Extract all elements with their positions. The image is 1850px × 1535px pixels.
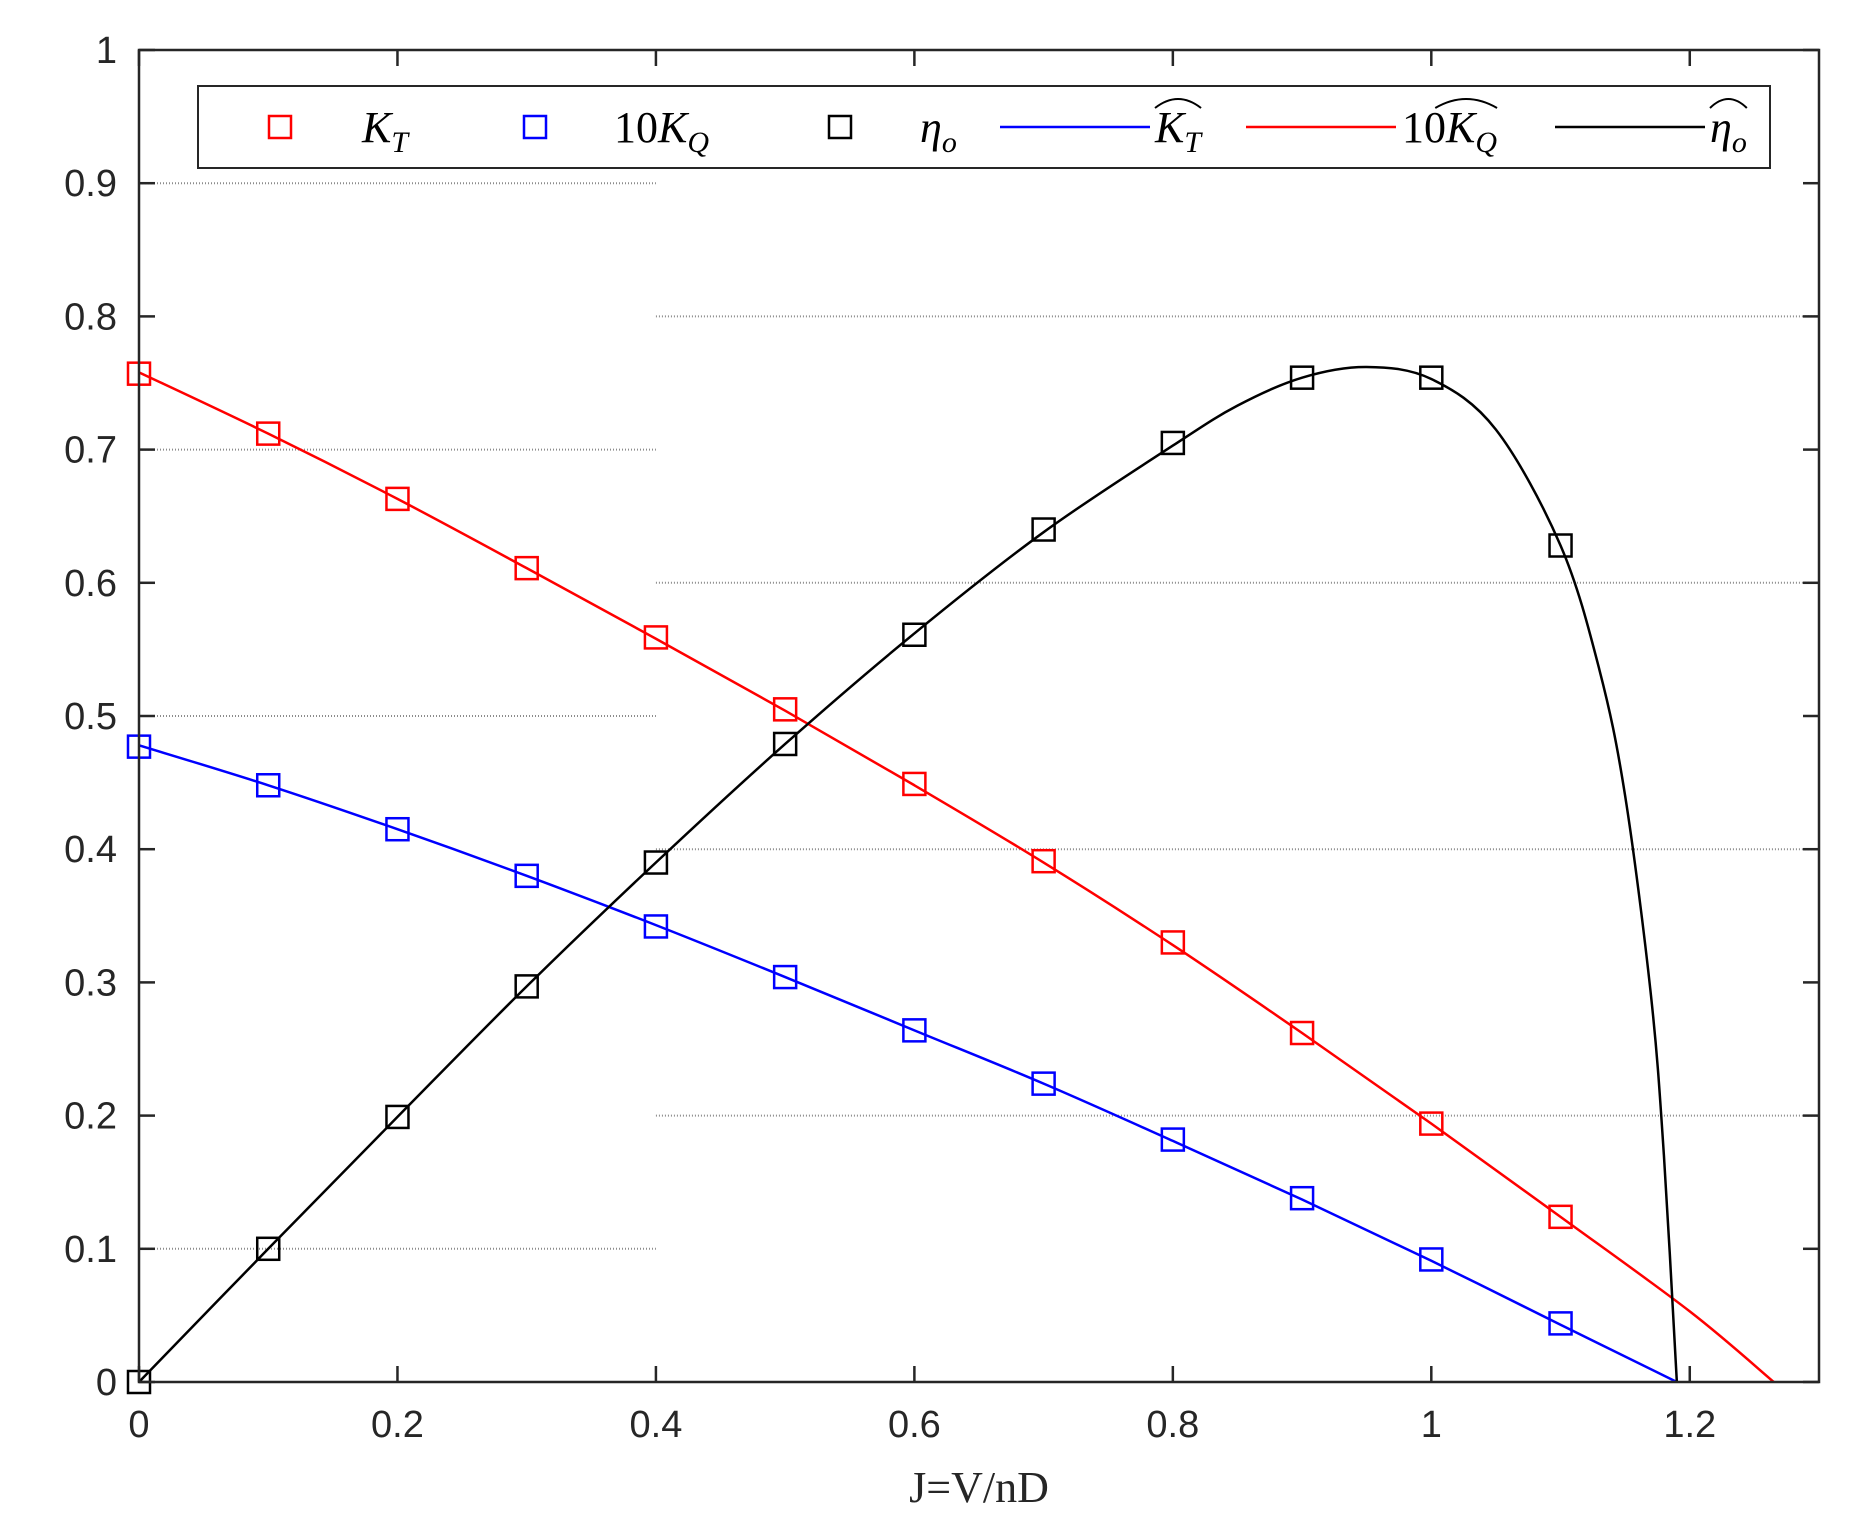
x-tick-label: 0.2: [371, 1404, 424, 1446]
data-point: [385, 486, 410, 512]
legend-swatch-marker: [827, 114, 853, 140]
legend-label: 10KQ: [1402, 103, 1497, 159]
data-point: [1419, 365, 1444, 390]
legend-entry-10k-q: 10KQ: [522, 103, 709, 159]
x-tick-label: 0.6: [888, 1404, 941, 1446]
data-point: [1031, 1071, 1056, 1096]
legend-label: ηo: [1710, 103, 1747, 159]
data-point: [1289, 1020, 1315, 1046]
data-point: [514, 555, 539, 581]
series-k-t: [126, 361, 1573, 1230]
series-10k-q-hat: [138, 371, 1775, 1383]
data-point: [1548, 1311, 1573, 1336]
legend-swatch-marker: [522, 114, 548, 140]
data-point: [772, 964, 798, 990]
legend-hat-accent: [1434, 98, 1498, 109]
y-tick-label: 0.3: [64, 962, 117, 1004]
data-point: [385, 816, 410, 842]
y-tick-label: 0.2: [64, 1096, 117, 1138]
legend-label: KT: [361, 103, 410, 159]
data-point: [1419, 1247, 1444, 1272]
x-axis-title: J=V/nD: [909, 1463, 1049, 1512]
data-point: [1031, 517, 1056, 542]
data-point: [255, 421, 281, 446]
series-k-t-hat: [138, 744, 1678, 1384]
y-tick-label: 0: [96, 1362, 117, 1404]
data-point: [1548, 533, 1573, 558]
data-point: [514, 974, 539, 999]
grid-lines: [139, 182, 1819, 1250]
data-point: [1160, 430, 1186, 456]
legend-entry--o: ηo: [827, 103, 957, 159]
data-point: [385, 1104, 410, 1130]
x-tick-label: 0.4: [630, 1404, 683, 1446]
data-point: [643, 625, 669, 650]
x-tick-label: 1: [1421, 1404, 1442, 1446]
data-point: [1548, 1204, 1573, 1230]
y-tick-label: 0.7: [64, 430, 117, 472]
legend-entry-k-t: KT: [267, 103, 410, 159]
legend-label: KT: [1154, 103, 1203, 159]
x-tick-label: 0: [128, 1404, 149, 1446]
data-point: [514, 863, 539, 889]
y-tick-label: 0.4: [64, 829, 117, 871]
series-line: [138, 744, 1678, 1384]
legend-label: 10KQ: [614, 103, 709, 159]
series-line: [138, 371, 1775, 1383]
series--o-hat: [138, 365, 1679, 1383]
y-tick-label: 0.8: [64, 296, 117, 338]
legend-hat-accent: [1154, 98, 1202, 109]
x-tick-label: 0.8: [1146, 1404, 1199, 1446]
data-point: [1160, 1127, 1186, 1152]
legend-label: ηo: [920, 103, 957, 159]
data-point: [255, 773, 281, 798]
x-tick-label: 1.2: [1663, 1404, 1716, 1446]
y-tick-label: 0.9: [64, 163, 117, 205]
data-point: [902, 771, 927, 797]
legend-swatch-marker: [267, 114, 293, 140]
y-tick-label: 1: [96, 30, 117, 72]
data-point: [1160, 930, 1186, 955]
data-point: [643, 914, 669, 939]
data-point: [902, 1018, 927, 1043]
data-point: [772, 731, 798, 757]
y-tick-label: 0.6: [64, 563, 117, 605]
series--o: [126, 365, 1573, 1395]
data-point: [1419, 1111, 1444, 1136]
data-point: [772, 697, 798, 722]
data-point: [1031, 848, 1056, 874]
legend-hat-accent: [1709, 98, 1748, 109]
data-point: [643, 850, 669, 875]
data-point: [902, 622, 927, 647]
y-tick-label: 0.1: [64, 1229, 117, 1271]
axis-ticks: 0 0.2 0.4 0.6 0.8 1 1.2 0 0.1 0.2 0.3 0.4 0.5 0.6 0.7 0…: [64, 30, 1819, 1446]
legend-box: [197, 85, 1771, 169]
y-tick-label: 0.5: [64, 696, 117, 738]
series-line: [138, 365, 1679, 1383]
legend: KT 10KQ ηo KT 10KQ ηo: [197, 85, 1771, 169]
data-point: [255, 1236, 281, 1262]
data-point: [1289, 1185, 1315, 1211]
legend-entry--o-hat: ηo: [1555, 98, 1748, 159]
legend-entry-k-t-hat: KT: [1000, 98, 1203, 159]
data-point: [1289, 365, 1315, 390]
legend-entry-10k-q-hat: 10KQ: [1246, 98, 1498, 159]
